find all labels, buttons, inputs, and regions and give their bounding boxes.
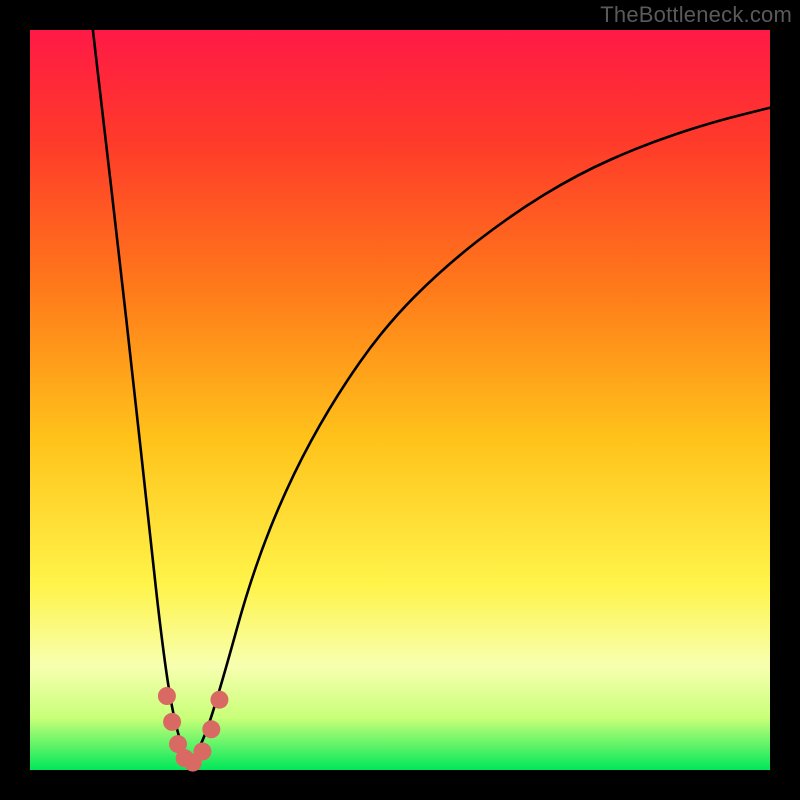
chart-svg <box>0 0 800 800</box>
valley-marker-dot <box>193 743 211 761</box>
stage: TheBottleneck.com <box>0 0 800 800</box>
valley-marker-dot <box>202 720 220 738</box>
valley-marker-dot <box>163 713 181 731</box>
valley-marker-dot <box>158 687 176 705</box>
valley-marker-dot <box>210 691 228 709</box>
watermark-text: TheBottleneck.com <box>600 2 792 28</box>
